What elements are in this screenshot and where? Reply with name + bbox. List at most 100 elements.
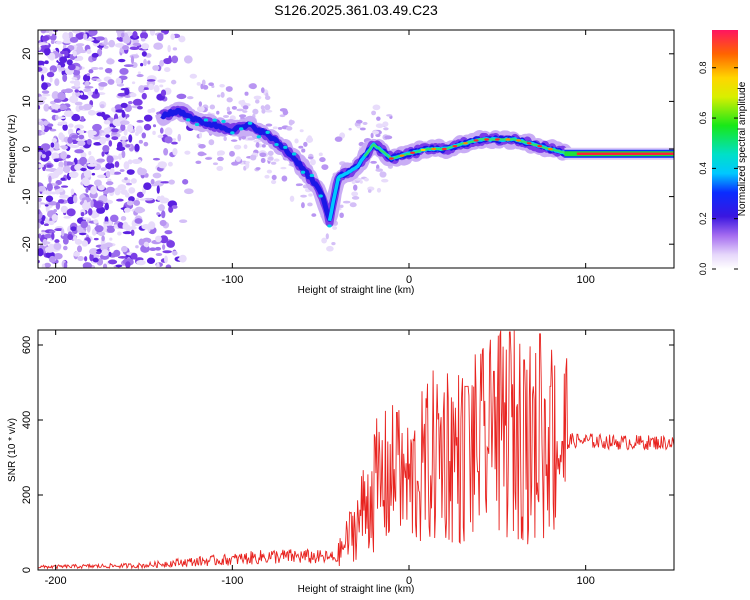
noise-blob [132, 31, 138, 39]
noise-blob [70, 188, 75, 195]
ridge-blob [230, 131, 235, 135]
noise-blob [147, 60, 151, 65]
noise-blob [164, 255, 168, 264]
noise-blob [88, 69, 94, 74]
noise-blob [94, 88, 99, 95]
y-tick-label: 200 [21, 486, 33, 504]
snr-xlabel: Height of straight line (km) [298, 584, 415, 595]
noise-blob [163, 148, 169, 156]
noise-blob [321, 237, 328, 244]
ridge-blob [194, 122, 200, 127]
y-tick-label: 600 [21, 336, 33, 354]
x-tick-label: -100 [221, 575, 243, 587]
noise-blob [226, 97, 233, 103]
noise-blob [43, 120, 49, 126]
noise-blob [298, 145, 304, 149]
noise-blob [289, 195, 295, 202]
noise-blob [318, 152, 323, 157]
noise-blob [167, 44, 171, 53]
noise-blob [55, 40, 63, 45]
ridge-blob [283, 145, 288, 149]
noise-blob [152, 130, 156, 136]
noise-blob [60, 145, 66, 148]
noise-blob [157, 161, 167, 169]
noise-blob [125, 182, 133, 186]
noise-blob [76, 130, 85, 134]
noise-blob [46, 71, 55, 78]
noise-blob [171, 55, 179, 64]
spectrogram-ylabel: Frequency (Hz) [7, 115, 18, 184]
noise-blob [217, 156, 224, 162]
tail-red [576, 152, 674, 155]
noise-blob [130, 252, 138, 260]
noise-blob [48, 220, 55, 226]
noise-blob [244, 91, 249, 96]
noise-blob [259, 152, 267, 158]
noise-blob [80, 212, 85, 217]
noise-blob [172, 47, 178, 51]
noise-blob [110, 214, 119, 223]
noise-blob [105, 134, 111, 138]
noise-blob [38, 202, 41, 209]
noise-blob [126, 200, 134, 206]
noise-blob [308, 193, 313, 197]
cbar-tick-label: 0.2 [698, 212, 708, 225]
noise-blob [95, 36, 105, 41]
noise-blob [136, 74, 144, 78]
noise-blob [101, 235, 105, 242]
noise-blob [60, 185, 69, 188]
noise-blob [73, 79, 81, 88]
ridge-peak [537, 144, 543, 148]
ridge-peak [494, 138, 500, 141]
noise-blob [310, 158, 316, 166]
noise-blob [199, 132, 203, 139]
noise-blob [301, 148, 306, 153]
noise-blob [81, 201, 91, 211]
noise-blob [178, 254, 187, 263]
noise-blob [253, 139, 262, 143]
noise-blob [255, 167, 261, 170]
noise-blob [38, 105, 41, 110]
noise-blob [353, 184, 358, 191]
noise-blob [260, 157, 266, 164]
noise-blob [189, 73, 198, 79]
noise-blob [62, 237, 69, 245]
noise-blob [57, 91, 66, 100]
noise-blob [238, 114, 247, 118]
noise-blob [171, 141, 178, 145]
noise-blob [216, 110, 220, 115]
noise-blob [63, 216, 72, 219]
noise-blob [101, 132, 106, 136]
noise-blob [339, 204, 344, 208]
y-tick-label: 20 [21, 48, 33, 60]
noise-blob [38, 209, 41, 215]
noise-blob [372, 104, 381, 111]
noise-blob [67, 233, 74, 241]
noise-blob [130, 229, 135, 236]
noise-blob [266, 169, 273, 174]
noise-blob [60, 177, 66, 181]
noise-blob [38, 118, 42, 122]
noise-blob [88, 208, 93, 216]
noise-blob [111, 136, 119, 141]
noise-blob [139, 198, 147, 201]
noise-blob [119, 67, 129, 75]
noise-blob [159, 195, 166, 204]
noise-blob [47, 126, 53, 130]
noise-blob [91, 172, 96, 176]
noise-blob [129, 54, 140, 59]
noise-blob [84, 256, 88, 262]
noise-blob [326, 245, 334, 252]
noise-blob [140, 62, 144, 67]
noise-blob [54, 142, 60, 150]
noise-blob [332, 226, 338, 230]
noise-blob [371, 110, 377, 116]
noise-blob [74, 124, 84, 130]
noise-blob [114, 161, 120, 168]
noise-blob [86, 72, 91, 76]
noise-blob [242, 105, 249, 110]
noise-blob [71, 30, 81, 34]
noise-blob [164, 230, 173, 235]
noise-blob [286, 126, 293, 131]
noise-blob [143, 241, 150, 248]
